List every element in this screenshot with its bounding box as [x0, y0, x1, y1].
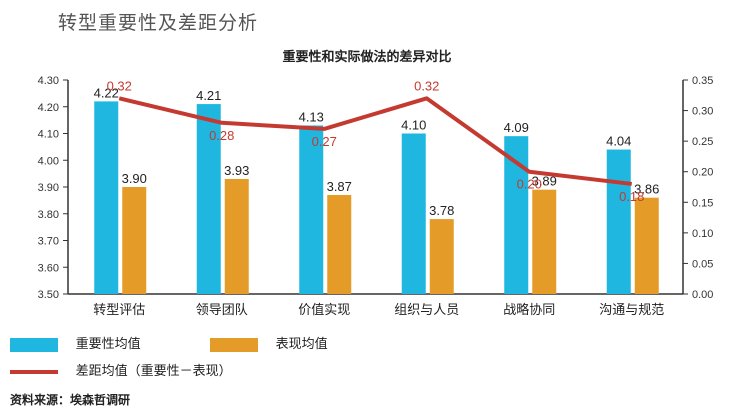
y-left-tick-label: 4.30	[38, 75, 59, 87]
line-gap-label: 0.32	[414, 78, 439, 93]
bar-performance	[634, 197, 659, 294]
y-right-tick-label: 0.30	[692, 106, 713, 118]
bar-importance	[299, 125, 324, 294]
bar-performance	[122, 187, 147, 294]
chart-title: 重要性和实际做法的差异对比	[282, 49, 452, 64]
bar-performance	[224, 178, 249, 294]
bar-performance	[532, 189, 557, 294]
source-note: 资料来源：埃森哲调研	[10, 393, 131, 407]
legend-performance-label: 表现均值	[275, 336, 328, 351]
legend-performance: 表现均值	[210, 333, 328, 352]
bar-importance	[196, 104, 221, 294]
bar-performance	[327, 195, 352, 294]
bar-performance-label: 3.86	[634, 182, 659, 197]
y-right-tick-label: 0.05	[692, 258, 713, 270]
bar-importance	[606, 149, 631, 294]
series-line-gap	[118, 96, 632, 186]
category-label: 价值实现	[298, 302, 350, 317]
line-gap-label: 0.18	[619, 189, 644, 204]
bar-performance-label: 3.93	[224, 163, 249, 178]
page-title: 转型重要性及差距分析	[58, 13, 259, 34]
line-gap-label: 0.27	[312, 134, 337, 149]
bar-performance-label: 3.78	[429, 203, 454, 218]
y-right-tick-label: 0.25	[692, 136, 713, 148]
legend-performance-swatch	[210, 337, 258, 352]
bar-importance-label: 4.09	[504, 120, 529, 135]
y-left-tick-label: 3.90	[38, 182, 59, 194]
bar-importance-label: 4.13	[299, 109, 324, 124]
bar-importance-label: 4.22	[94, 85, 119, 100]
category-label: 转型评估	[93, 302, 145, 317]
legend-gap-swatch	[10, 369, 58, 374]
y-left-tick-label: 3.70	[38, 236, 59, 248]
bar-performance	[429, 219, 454, 294]
y-left-tick-label: 4.20	[38, 102, 59, 114]
bar-performance-label: 3.90	[122, 171, 147, 186]
y-right-tick-label: 0.15	[692, 197, 713, 209]
y-right-tick-label: 0.35	[692, 75, 713, 87]
bar-importance	[504, 136, 529, 294]
legend-importance: 重要性均值	[10, 333, 141, 352]
line-gap-label: 0.32	[107, 78, 132, 93]
line-gap-label: 0.28	[209, 128, 234, 143]
y-right-tick-label: 0.20	[692, 167, 713, 179]
y-left-tick-label: 4.00	[38, 155, 59, 167]
bar-importance	[401, 133, 426, 294]
y-left-tick-label: 4.10	[38, 129, 59, 141]
legend-gap-label: 差距均值（重要性－表现）	[75, 363, 232, 378]
y-left-tick-label: 3.60	[38, 262, 59, 274]
line-gap-label: 0.20	[517, 177, 542, 192]
y-left-tick-label: 3.50	[38, 289, 59, 301]
category-label: 战略协同	[503, 302, 555, 317]
legend-importance-label: 重要性均值	[75, 336, 141, 351]
category-label: 组织与人员	[394, 302, 459, 317]
y-right-tick-label: 0.10	[692, 228, 713, 240]
y-left-tick-label: 3.80	[38, 209, 59, 221]
y-right-tick-label: 0.00	[692, 289, 713, 301]
category-label: 沟通与规范	[599, 302, 664, 317]
category-label: 领导团队	[196, 302, 248, 317]
legend-gap: 差距均值（重要性－表现）	[10, 360, 232, 379]
legend-importance-swatch	[10, 337, 58, 352]
bar-importance	[94, 101, 119, 295]
bar-performance-label: 3.89	[532, 174, 557, 189]
bar-importance-label: 4.04	[606, 134, 631, 149]
bar-performance-label: 3.87	[327, 179, 352, 194]
bar-importance-label: 4.10	[401, 118, 426, 133]
bar-importance-label: 4.21	[196, 88, 221, 103]
